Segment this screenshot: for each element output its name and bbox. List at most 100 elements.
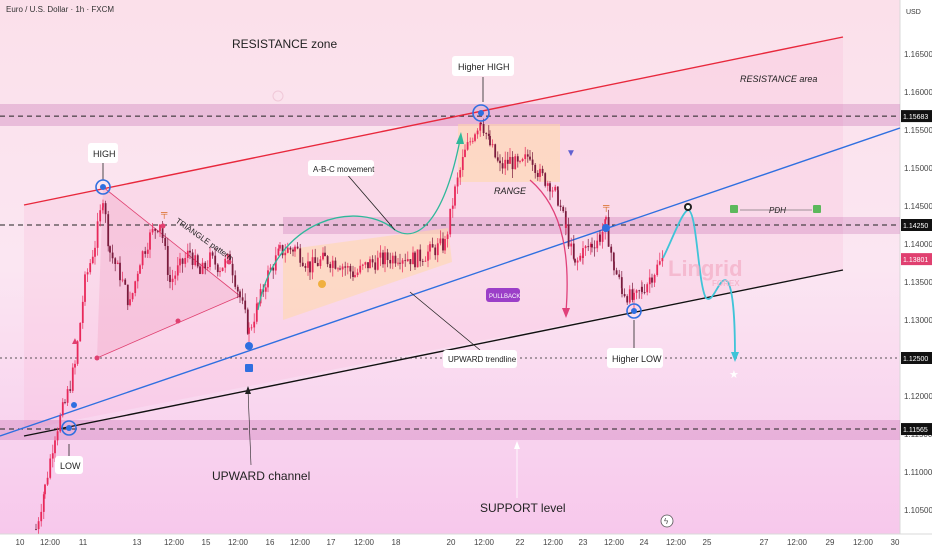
candle [179, 252, 181, 273]
candle [284, 243, 287, 263]
candle [482, 118, 485, 137]
flag-icon [245, 364, 253, 372]
candle [299, 243, 302, 267]
pullback-curve [529, 179, 568, 313]
candle [479, 121, 482, 137]
candle [109, 245, 111, 262]
svg-text:1.11565: 1.11565 [903, 427, 928, 434]
price-tick-9: 1.12000 [904, 392, 932, 401]
candle [61, 398, 64, 418]
candle [494, 143, 497, 159]
candle [582, 241, 584, 265]
candle [253, 313, 256, 334]
candle [431, 237, 434, 248]
svg-text:1.12500: 1.12500 [903, 356, 928, 363]
candle [219, 267, 221, 277]
lightning-icon [660, 514, 674, 528]
candle [354, 267, 356, 278]
time-tick-16: 23 [579, 538, 588, 547]
candle [529, 149, 531, 162]
candle [69, 380, 72, 394]
candle [593, 240, 596, 257]
candle [565, 217, 567, 235]
chart-title: Euro / U.S. Dollar · 1h · FXCM [6, 5, 114, 14]
svg-text:A-B-C movement: A-B-C movement [313, 165, 375, 174]
candle [618, 269, 621, 280]
candle [621, 286, 623, 298]
price-tick-0: 1.16500 [904, 50, 932, 59]
level-tag-0: 1.15683 [901, 110, 932, 123]
level-tag-3: 1.12500 [901, 352, 932, 364]
candle [46, 471, 49, 487]
candle [391, 252, 394, 270]
candle [139, 263, 141, 274]
candle [474, 132, 476, 143]
candle [534, 162, 537, 179]
candle [216, 263, 219, 277]
low-tag: LOW [55, 456, 83, 474]
candle [384, 246, 386, 273]
candle [574, 258, 576, 266]
candle [255, 297, 258, 325]
time-axis-ticks: 10 12:00 11 13 12:00 15 12:00 16 12:00 17 12:00 18 2… [16, 538, 900, 547]
candle [531, 152, 534, 171]
candle [469, 137, 472, 146]
candle [246, 307, 249, 335]
candle [429, 241, 431, 260]
candle [301, 257, 304, 267]
rocket-icon: ▲ [70, 336, 80, 347]
higher-high-tag: Higher HIGH [452, 56, 514, 76]
candle [307, 252, 309, 276]
candle [658, 252, 661, 266]
candle [164, 233, 167, 250]
range-label: RANGE [494, 186, 527, 196]
candle [211, 250, 214, 259]
abc-tag: A-B-C movement [308, 160, 375, 176]
candle [579, 253, 582, 262]
svg-text:UPWARD trendline: UPWARD trendline [448, 355, 517, 364]
candle [613, 255, 615, 276]
resistance-line [23, 36, 844, 206]
hammer-icon-2: ╤ [602, 201, 610, 212]
candle [439, 230, 442, 246]
candle [44, 483, 46, 499]
candle [651, 273, 653, 288]
price-tick-4: 1.14500 [904, 202, 932, 211]
hammer-icon: ╤ [160, 208, 168, 219]
candle [424, 256, 427, 262]
candle [309, 261, 311, 281]
candle [436, 238, 439, 263]
candle [81, 295, 84, 329]
time-tick-25: 30 [891, 538, 900, 547]
candle [91, 249, 94, 265]
candle [382, 249, 384, 268]
candle [121, 271, 124, 283]
candle [304, 263, 307, 272]
price-axis-panel[interactable] [900, 0, 932, 550]
candle [191, 249, 194, 270]
candle [289, 246, 292, 254]
candle [111, 244, 114, 264]
time-tick-12: 20 [447, 538, 456, 547]
price-level-tags: 1.15683 1.14250 1.13801 1.12500 1.11565 [901, 110, 932, 436]
candle [446, 231, 449, 248]
candle [551, 186, 554, 198]
candle [51, 444, 54, 468]
candle [136, 271, 139, 289]
candle [367, 262, 369, 273]
candle [476, 128, 479, 139]
time-tick-13: 12:00 [474, 538, 495, 547]
candle [444, 235, 446, 254]
upward-channel-label: UPWARD channel [212, 469, 310, 483]
support-level-label: SUPPORT level [480, 501, 566, 515]
candle [536, 170, 539, 181]
star-icon: ★ [729, 369, 739, 381]
candle [653, 273, 656, 287]
resistance-area-label: RESISTANCE area [740, 74, 817, 84]
candle [76, 340, 79, 366]
candle [514, 153, 517, 170]
time-axis-panel[interactable] [0, 534, 932, 550]
level-tag-2: 1.13801 [901, 253, 932, 266]
candle [324, 246, 326, 257]
